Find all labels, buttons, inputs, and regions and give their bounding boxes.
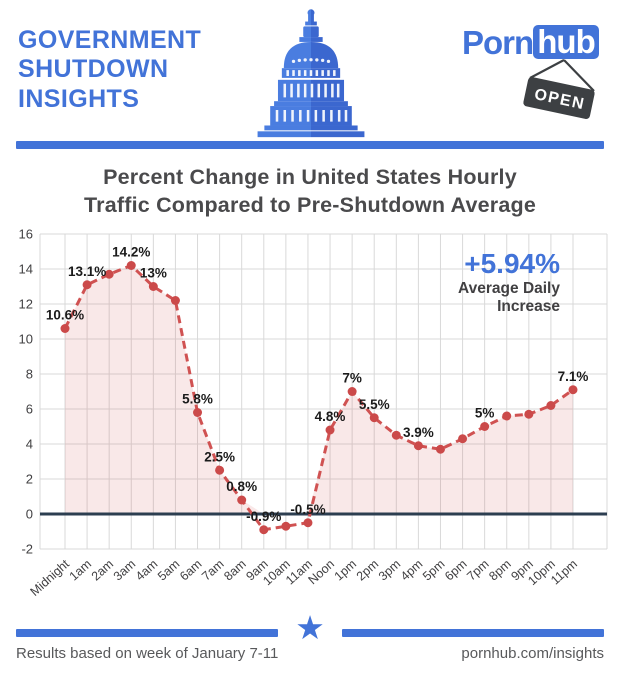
data-point-label: 3.9% (403, 425, 434, 440)
x-tick-label: 4pm (398, 557, 425, 584)
x-tick-label: 7pm (464, 557, 491, 584)
y-tick-label: -2 (21, 542, 33, 557)
data-point (458, 434, 468, 444)
data-point-label: 0.8% (226, 479, 257, 494)
data-point (369, 413, 379, 423)
y-tick-label: 10 (19, 332, 33, 347)
brand-title-line3: INSIGHTS (18, 84, 140, 113)
area-fill (65, 265, 573, 514)
x-tick-label: 3am (111, 557, 138, 584)
x-tick-label: 6am (177, 557, 204, 584)
annotation-caption-line2: Increase (497, 298, 560, 315)
data-point-label: 4.8% (315, 409, 346, 424)
data-point-label: 7.1% (558, 369, 589, 384)
data-point (60, 324, 70, 333)
data-point (237, 495, 247, 505)
capitol-building-icon (257, 9, 365, 138)
x-tick-label: Midnight (28, 556, 73, 598)
x-tick-label: 8pm (486, 557, 513, 584)
data-point-label: -0.9% (246, 509, 281, 524)
data-point-label: 5.8% (182, 392, 213, 407)
x-tick-label: 3pm (376, 557, 403, 584)
open-sign: OPEN (523, 77, 595, 119)
x-tick-label: 1pm (332, 557, 359, 584)
y-tick-label: 14 (19, 262, 33, 277)
data-point (148, 282, 158, 291)
data-point-label: -0.5% (290, 502, 325, 517)
chart-title-line2: Traffic Compared to Pre-Shutdown Average (83, 192, 536, 217)
logo-tld: hub (537, 23, 594, 60)
footer-bar-right (342, 629, 604, 637)
data-point (281, 521, 291, 531)
brand-title: GOVERNMENT SHUTDOWN INSIGHTS (18, 26, 201, 114)
data-point-label: 14.2% (112, 245, 150, 260)
x-tick-label: 2am (89, 557, 116, 584)
x-tick-label: 11pm (548, 557, 580, 588)
data-point-label: 10.6% (46, 308, 84, 323)
data-point (126, 261, 136, 270)
chart-title-line1: Percent Change in United States Hourly (103, 165, 517, 189)
traffic-line (63, 264, 574, 532)
header-divider (16, 141, 604, 149)
data-point (303, 518, 313, 528)
traffic-chart: -2 0 2 4 6 8 10 12 14 16 10.6% 13.1% 14.2% 13% 5.8% 2.5… (19, 227, 608, 599)
x-tick-label: 5pm (420, 557, 447, 584)
annotation-caption-line1: Average Daily (458, 280, 560, 297)
brand-title-line2: SHUTDOWN (18, 55, 169, 84)
data-point-label: 13% (140, 266, 167, 281)
x-tick-label: 8am (221, 557, 248, 584)
chart-area: -2 0 2 4 6 8 10 12 14 16 10.6% 13.1% 14.2% 13% 5.8% 2.5… (0, 226, 620, 613)
x-tick-label: 1am (67, 557, 94, 584)
x-tick-label: 7am (199, 557, 226, 584)
logo-word: Porn (462, 24, 533, 61)
y-tick-label: 2 (26, 472, 33, 487)
y-tick-label: 0 (26, 507, 33, 522)
data-point (259, 525, 269, 535)
data-point (524, 409, 534, 419)
pornhub-logo: Porn hub OPEN (462, 23, 599, 119)
x-tick-label: 6pm (442, 557, 469, 584)
data-point (546, 401, 556, 410)
logo-hub-box (533, 25, 599, 59)
y-tick-label: 8 (26, 367, 33, 382)
data-point (82, 280, 92, 290)
footer-site-url: pornhub.com/insights (461, 645, 604, 662)
data-point (104, 269, 114, 279)
open-sign-strings (529, 59, 595, 92)
y-tick-label: 6 (26, 402, 33, 417)
footer-source-note: Results based on week of January 7-11 (16, 645, 279, 662)
data-point (413, 441, 423, 451)
x-tick-label: 4am (133, 557, 160, 584)
data-point (193, 408, 203, 417)
star-icon: ★ (295, 608, 325, 647)
data-point (325, 425, 335, 435)
data-point-label: 5.5% (359, 397, 390, 412)
header: GOVERNMENT SHUTDOWN INSIGHTS (0, 0, 620, 141)
footer-bar-left (16, 629, 278, 637)
data-point (347, 387, 357, 396)
x-tick-label: 2pm (354, 557, 381, 584)
data-point-label: 13.1% (68, 264, 106, 279)
data-point-label: 7% (342, 371, 362, 386)
annotation-value: +5.94% (464, 248, 560, 279)
x-tick-label: 5am (155, 557, 182, 584)
data-point (391, 430, 401, 440)
brand-title-line1: GOVERNMENT (18, 26, 202, 54)
data-point (170, 296, 180, 305)
y-tick-label: 12 (19, 297, 33, 312)
data-point (435, 444, 445, 454)
data-point (568, 385, 578, 395)
data-point (502, 411, 512, 421)
data-point (215, 465, 225, 475)
y-tick-label: 16 (19, 227, 33, 242)
data-point (480, 422, 490, 431)
data-point-label: 2.5% (204, 449, 235, 464)
y-tick-label: 4 (26, 437, 33, 452)
data-point-label: 5% (475, 406, 495, 421)
chart-title: Percent Change in United States Hourly T… (0, 164, 620, 219)
